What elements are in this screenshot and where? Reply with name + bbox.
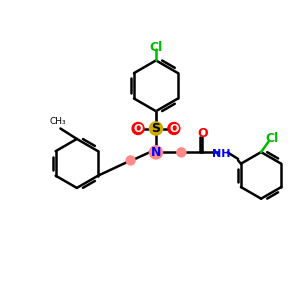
Circle shape bbox=[177, 148, 186, 157]
Text: Cl: Cl bbox=[265, 132, 278, 145]
Circle shape bbox=[149, 122, 163, 135]
Text: O: O bbox=[197, 128, 208, 140]
Text: S: S bbox=[152, 122, 160, 135]
Circle shape bbox=[132, 122, 144, 134]
Text: Cl: Cl bbox=[149, 41, 163, 54]
Circle shape bbox=[149, 146, 163, 159]
Text: O: O bbox=[169, 124, 178, 134]
Text: NH: NH bbox=[212, 149, 230, 159]
Circle shape bbox=[126, 156, 135, 165]
Circle shape bbox=[168, 122, 180, 134]
Text: CH₃: CH₃ bbox=[50, 116, 66, 125]
Text: O: O bbox=[134, 124, 143, 134]
Text: N: N bbox=[151, 146, 161, 159]
